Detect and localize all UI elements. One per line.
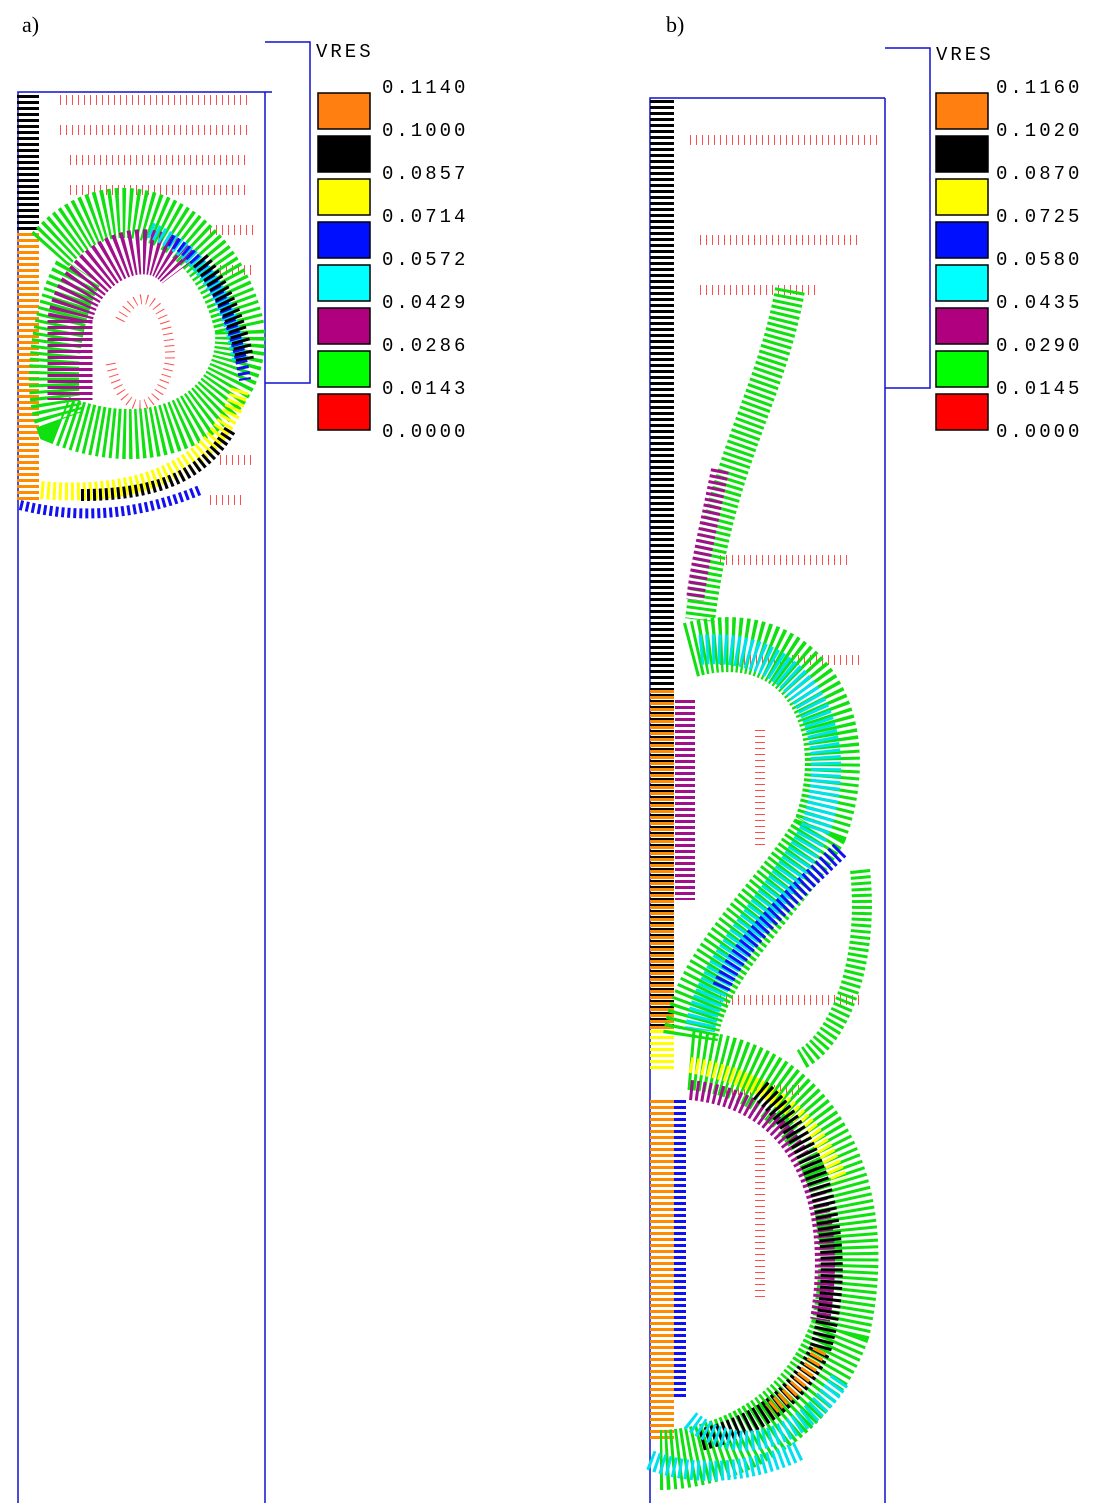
legend-level: 0.0286 [382, 335, 468, 357]
legend-swatch [936, 308, 988, 344]
legend-level: 0.1000 [382, 120, 468, 142]
legend-swatch [936, 222, 988, 258]
flow-band [70, 252, 180, 400]
legend-level: 0.1160 [996, 77, 1082, 99]
legend-level: 0.0870 [996, 163, 1082, 185]
legend-level: 0.0572 [382, 249, 468, 271]
low-velocity-field [110, 299, 170, 405]
panel-label: a) [22, 12, 39, 37]
flow-band [700, 1090, 832, 1440]
legend-level: 0.0435 [996, 292, 1082, 314]
legend-swatch [936, 179, 988, 215]
figure: a) VRES 0.11400.10000.08570.07140.05720.… [0, 0, 1116, 1503]
legend-swatch [936, 394, 988, 430]
flow-band [690, 645, 832, 1040]
legend-swatch [936, 136, 988, 172]
legend-level: 0.0714 [382, 206, 468, 228]
legend-swatch [318, 222, 370, 258]
legend-level: 0.1140 [382, 77, 468, 99]
legend-swatch [318, 179, 370, 215]
legend-swatch [318, 136, 370, 172]
legend-level: 0.1020 [996, 120, 1082, 142]
legend-swatch [936, 265, 988, 301]
legend-swatch [318, 265, 370, 301]
flow-band [800, 870, 862, 1060]
legend-swatch [936, 93, 988, 129]
panel-label: b) [666, 12, 684, 37]
legend-level: 0.0143 [382, 378, 468, 400]
legend: 0.1160 0.1020 0.0870 0.0725 0.0580 0.0435 0.02… [936, 77, 1082, 443]
legend-level: 0.0580 [996, 249, 1082, 271]
legend-level: 0.0000 [382, 421, 468, 443]
legend-level: 0.0290 [996, 335, 1082, 357]
legend-level: 0.0145 [996, 378, 1082, 400]
legend-level: 0.0429 [382, 292, 468, 314]
legend-level: 0.0725 [996, 206, 1082, 228]
legend-title: VRES [936, 44, 994, 66]
legend-swatch [936, 351, 988, 387]
legend-level: 0.0857 [382, 163, 468, 185]
domain-frame [650, 48, 930, 1503]
legend-level: 0.0000 [996, 421, 1082, 443]
legend-title: VRES [316, 41, 374, 63]
legend: 0.1140 0.1000 0.0857 0.0714 0.0572 0.0429 0.02… [318, 77, 468, 443]
panel-b: b) VRES 0.11600.10200.08700.07250.05800.… [650, 12, 1082, 1503]
flow-band [700, 290, 790, 620]
legend-swatch [318, 308, 370, 344]
panel-a: a) VRES 0.11400.10000.08570.07140.05720.… [18, 12, 468, 1503]
legend-swatch [318, 394, 370, 430]
legend-swatch [318, 93, 370, 129]
legend-swatch [318, 351, 370, 387]
domain-frame [18, 42, 310, 1503]
